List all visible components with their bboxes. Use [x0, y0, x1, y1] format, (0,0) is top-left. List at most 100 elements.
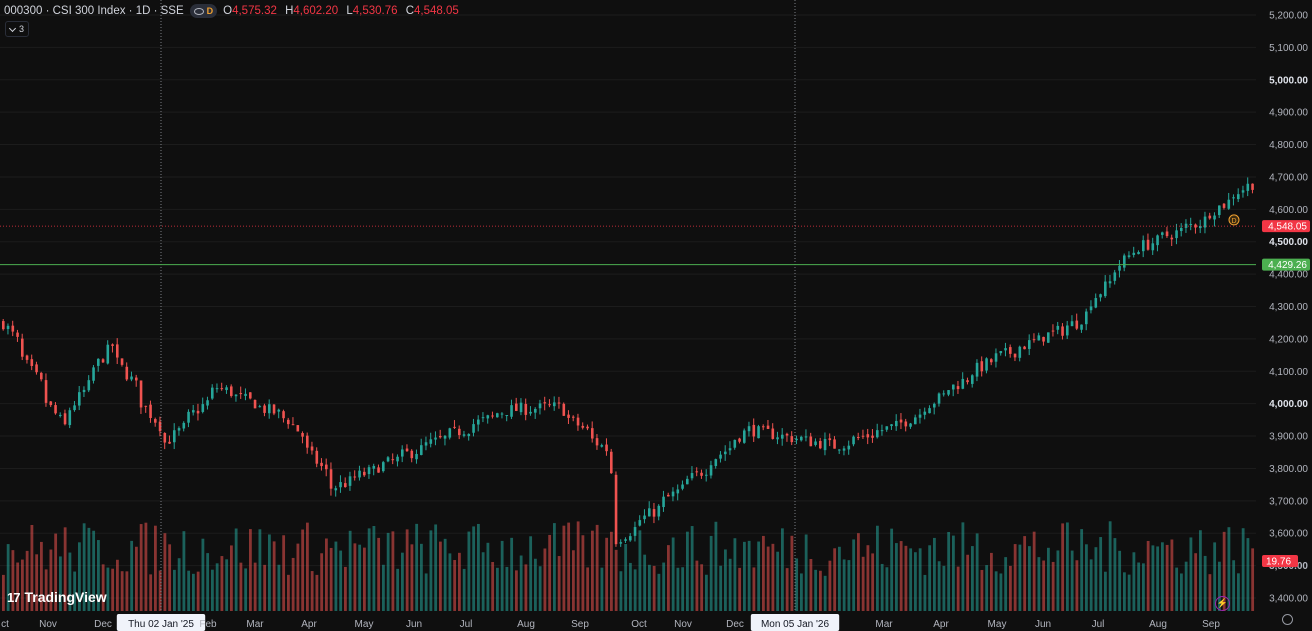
time-tick-label: Jun: [1035, 619, 1051, 630]
candle-body: [1218, 205, 1221, 216]
candle-body: [401, 449, 404, 457]
volume-bar: [671, 537, 675, 611]
volume-bar: [553, 523, 556, 611]
horizontal-level-tag: [1262, 258, 1310, 271]
volume-bar: [486, 542, 490, 611]
volume-bar: [1208, 574, 1212, 611]
volume-bar: [1127, 574, 1131, 611]
time-tick-label: Nov: [39, 619, 57, 630]
volume-label: 19.76: [1266, 557, 1291, 568]
volume-bar: [952, 535, 955, 611]
candle-body: [1146, 239, 1150, 250]
volume-bar: [443, 538, 447, 611]
volume-bar: [481, 552, 485, 611]
volume-bar: [25, 550, 29, 611]
volume-bar: [382, 564, 385, 611]
volume-bar: [1142, 563, 1145, 611]
candle-body: [629, 536, 632, 541]
time-highlight-label: Thu 02 Jan '25: [128, 619, 194, 630]
candle-body: [101, 359, 105, 363]
volume-bar: [1013, 544, 1017, 611]
volume-bar: [947, 531, 951, 611]
volume-bar: [1246, 538, 1250, 611]
candle-body: [139, 380, 143, 408]
volume-bar: [344, 566, 347, 611]
volume-bar: [1066, 522, 1069, 611]
volume-bar: [543, 548, 547, 611]
candle-body: [933, 403, 936, 408]
price-tick-label: 3,900.00: [1269, 432, 1308, 443]
indicators-toggle[interactable]: 3: [5, 21, 30, 37]
close-label: C: [405, 5, 415, 17]
volume-bar: [1042, 560, 1046, 611]
candle-body: [353, 476, 357, 478]
volume-bar: [1237, 573, 1240, 611]
volume-bar: [1075, 560, 1079, 611]
volume-bar: [296, 543, 300, 611]
volume-bars: [2, 521, 1312, 611]
candle-body: [1013, 353, 1017, 358]
volume-bar: [44, 569, 48, 611]
volume-bar: [21, 559, 24, 611]
volume-bar: [990, 552, 993, 611]
candle-body: [1004, 348, 1007, 351]
volume-bar: [880, 563, 884, 611]
volume-bar: [291, 557, 295, 611]
candle-body: [97, 358, 100, 366]
dividend-marker-icon[interactable]: [1228, 214, 1240, 226]
time-tick-label: Apr: [301, 619, 317, 630]
high-label: H: [285, 5, 294, 17]
volume-bar: [771, 543, 775, 611]
volume-bar: [201, 538, 205, 611]
volume-bar: [111, 568, 115, 611]
lightning-icon[interactable]: ⚡: [1215, 596, 1230, 611]
volume-bar: [714, 521, 718, 611]
candle-body: [1108, 281, 1112, 284]
price-tick-label: 4,200.00: [1269, 334, 1308, 345]
close-value: 4,548.05: [414, 5, 459, 17]
volume-bar: [667, 545, 670, 611]
volume-bar: [1051, 561, 1055, 611]
candle-body: [657, 505, 661, 517]
candle-body: [610, 451, 613, 474]
volume-bar: [1227, 527, 1231, 611]
candle-body: [386, 457, 390, 462]
volume-bar: [16, 562, 20, 611]
candlesticks: [2, 173, 1311, 547]
candle-body: [1199, 225, 1202, 229]
volume-bar: [866, 545, 870, 611]
volume-bar: [923, 574, 927, 611]
candle-body: [306, 435, 309, 448]
gear-icon[interactable]: [1282, 614, 1293, 625]
candle-body: [1070, 321, 1074, 327]
volume-bar: [595, 524, 599, 611]
candle-body: [942, 393, 946, 395]
candle-body: [809, 436, 813, 447]
volume-bar: [59, 556, 62, 611]
volume-bar: [1165, 544, 1169, 611]
volume-bar: [268, 534, 271, 611]
volume-bar: [1175, 567, 1179, 611]
volume-bar: [743, 541, 746, 611]
volume-bar: [6, 544, 10, 611]
candle-body: [358, 470, 361, 478]
candle-body: [1203, 216, 1207, 228]
candle-body: [747, 426, 751, 432]
candle-body: [971, 375, 974, 384]
candle-body: [1018, 346, 1022, 358]
time-tick-label: Oct: [631, 619, 647, 630]
data-source-badge[interactable]: D: [189, 4, 218, 18]
candle-body: [44, 380, 48, 403]
volume-bar: [282, 535, 286, 611]
candle-body: [1066, 325, 1069, 336]
volume-bar: [97, 540, 100, 611]
candle-body: [1009, 347, 1012, 354]
candle-body: [895, 420, 898, 427]
candle-body: [576, 417, 580, 426]
candle-body: [315, 450, 319, 464]
time-tick-label: Mar: [875, 619, 893, 630]
symbol-title[interactable]: 000300 · CSI 300 Index · 1D · SSE: [4, 5, 184, 17]
time-tick-label: Feb: [199, 619, 217, 630]
tradingview-logo[interactable]: 17 TradingView: [7, 589, 107, 605]
